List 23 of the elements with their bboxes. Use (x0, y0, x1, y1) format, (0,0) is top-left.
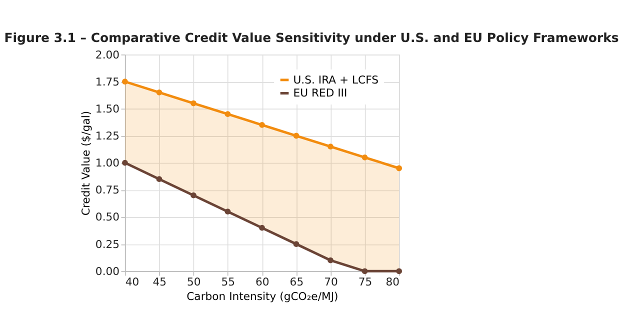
y-tick-label: 0.75 (95, 184, 120, 197)
y-tick-label: 0.25 (95, 238, 120, 251)
legend-label: U.S. IRA + LCFS (293, 73, 379, 86)
legend-label: EU RED III (293, 86, 348, 100)
x-tick-label: 40 (125, 276, 140, 289)
x-tick-label: 55 (221, 276, 236, 289)
y-tick-label: 1.25 (95, 130, 120, 143)
x-tick-label: 50 (187, 276, 201, 289)
x-tick-label: 60 (256, 276, 270, 289)
y-tick-label: 1.00 (95, 156, 120, 170)
y-tick-label: 1.75 (95, 75, 120, 88)
y-tick-label: 0.50 (95, 210, 120, 224)
x-tick-label: 80 (386, 276, 400, 289)
y-axis-title: Credit Value ($/gal) (80, 110, 93, 216)
x-tick-label: 45 (152, 276, 167, 289)
x-tick-label: 75 (358, 276, 372, 289)
x-tick-label: 65 (290, 276, 304, 289)
chart-title: Figure 3.1 – Comparative Credit Value Sensitivity under U.S. and EU Policy Frameworks (4, 30, 619, 46)
y-tick-label: 0.00 (95, 264, 120, 278)
y-tick-label: 1.50 (95, 102, 120, 116)
y-tick-label: 2.00 (95, 48, 120, 62)
x-tick-label: 70 (324, 276, 338, 289)
x-axis-title: Carbon Intensity (gCO₂e/MJ) (186, 290, 338, 303)
